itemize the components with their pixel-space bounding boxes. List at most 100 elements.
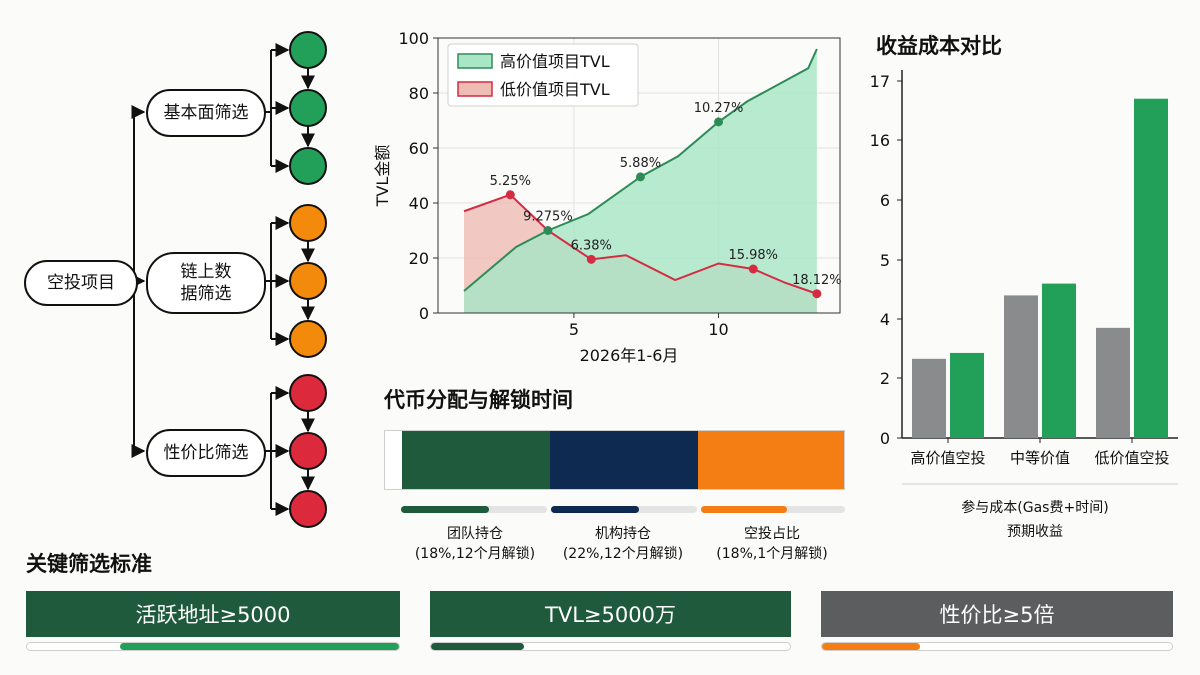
legend-label: 参与成本(Gas费+时间)	[961, 499, 1108, 516]
flow-branch-costeffect: 性价比筛选	[146, 429, 266, 477]
data-point	[586, 254, 596, 264]
y-tick-label: 16	[870, 131, 890, 150]
flow-leaf-node	[289, 262, 327, 300]
y-tick-label: 80	[409, 84, 429, 103]
data-label: 5.88%	[620, 156, 661, 171]
flow-branch-label: 链上数 据筛选	[180, 262, 232, 304]
criteria-progress-fill	[120, 643, 399, 650]
allocation-bar	[384, 430, 845, 490]
flow-leaf-node	[289, 374, 327, 412]
criteria-progress-fill	[431, 643, 525, 650]
legend-box	[447, 43, 639, 107]
allocation-gap	[385, 431, 402, 489]
flow-leaf-node	[289, 490, 327, 528]
unlock-progress-fill	[701, 506, 788, 513]
data-label: 5.25%	[490, 174, 531, 189]
allocation-detail: (22%,12个月解锁)	[562, 546, 684, 562]
x-tick-label: 5	[569, 320, 579, 339]
unlock-progress-fill	[401, 506, 489, 513]
y-tick-label: 2	[880, 369, 890, 388]
flow-leaf-node	[289, 89, 327, 127]
criteria-label: 性价比≥5倍	[939, 603, 1055, 627]
bar	[1134, 98, 1168, 438]
y-tick-label: 20	[409, 249, 429, 268]
allocation-detail: (18%,1个月解锁)	[716, 546, 828, 562]
allocation-detail: (18%,12个月解锁)	[414, 546, 536, 562]
allocation-name: 机构持仓	[595, 526, 651, 542]
criteria-progress-tvl	[430, 642, 791, 651]
y-tick-label: 0	[419, 304, 429, 323]
flow-branch-label: 性价比筛选	[163, 443, 249, 463]
legend-label: 低价值项目TVL	[500, 80, 610, 99]
allocation-label-institution: 机构持仓 (22%,12个月解锁)	[548, 524, 698, 564]
y-tick-label: 6	[880, 191, 890, 210]
y-tick-label: 4	[880, 310, 890, 329]
flow-leaf-node	[289, 320, 327, 358]
bar	[950, 352, 984, 438]
data-point	[812, 289, 822, 299]
criteria-progress-cost-effectiveness	[821, 642, 1173, 651]
unlock-progress-institution	[551, 506, 697, 513]
criteria-title: 关键筛选标准	[26, 552, 152, 576]
bar	[912, 358, 946, 438]
flow-root-label: 空投项目	[47, 273, 115, 293]
flow-root-node: 空投项目	[24, 260, 138, 306]
allocation-name: 空投占比	[744, 526, 800, 542]
legend-label: 高价值项目TVL	[500, 52, 610, 71]
allocation-segment-team	[402, 431, 550, 489]
cost-chart-title: 收益成本对比	[876, 34, 1002, 58]
data-label: 15.98%	[728, 248, 778, 263]
data-point	[505, 190, 515, 200]
x-tick-label: 高价值空投	[910, 449, 985, 467]
allocation-name: 团队持仓	[447, 526, 503, 542]
y-tick-label: 17	[870, 72, 890, 91]
bar	[1096, 327, 1130, 438]
legend-label: 预期收益	[1007, 524, 1063, 540]
data-label: 6.38%	[571, 238, 612, 253]
criteria-progress-fill	[822, 643, 920, 650]
legend-swatch	[457, 53, 493, 69]
flow-branch-onchain: 链上数 据筛选	[146, 252, 266, 314]
allocation-segment-airdrop	[698, 431, 844, 489]
tvl-area-chart: 5.25% 9.275% 6.38% 5.88% 10.27% 15.98% 18.12% 0…	[373, 29, 842, 365]
legend: 高价值项目TVL 低价值项目TVL	[447, 43, 639, 107]
y-axis-label: TVL金额	[373, 145, 392, 208]
screening-flow-tree	[112, 31, 327, 528]
x-tick-label: 10	[708, 320, 728, 339]
criteria-progress-active-address	[26, 642, 400, 651]
data-point	[543, 226, 553, 235]
x-axis-label: 2026年1-6月	[580, 346, 679, 365]
series-line	[463, 193, 818, 295]
criteria-label: 活跃地址≥5000	[135, 603, 291, 627]
data-label: 10.27%	[694, 101, 744, 116]
y-tick-label: 40	[409, 194, 429, 213]
flow-leaf-node	[289, 432, 327, 470]
allocation-label-team: 团队持仓 (18%,12个月解锁)	[400, 524, 550, 564]
bar	[1042, 283, 1076, 438]
x-tick-label: 低价值空投	[1094, 449, 1169, 467]
flow-branch-label: 基本面筛选	[163, 103, 249, 123]
criteria-active-address: 活跃地址≥5000	[26, 591, 400, 637]
flow-leaf-node	[289, 31, 327, 69]
y-tick-label: 5	[880, 251, 890, 270]
data-label: 18.12%	[792, 273, 842, 288]
y-tick-label: 100	[398, 29, 429, 48]
y-tick-label: 0	[880, 429, 890, 448]
flow-branch-fundamental: 基本面筛选	[146, 89, 266, 137]
bar	[1004, 295, 1038, 438]
unlock-progress-airdrop	[701, 506, 845, 513]
criteria-label: TVL≥5000万	[545, 603, 676, 627]
plot-frame	[437, 37, 841, 314]
x-tick-label: 中等价值	[1010, 449, 1070, 467]
allocation-segment-institution	[550, 431, 698, 489]
data-point	[635, 172, 645, 182]
unlock-progress-team	[401, 506, 547, 513]
y-tick-label: 60	[409, 139, 429, 158]
flow-leaf-node	[289, 147, 327, 185]
criteria-tvl: TVL≥5000万	[430, 591, 791, 637]
unlock-progress-fill	[551, 506, 639, 513]
allocation-title: 代币分配与解锁时间	[384, 388, 573, 412]
flow-leaf-node	[289, 204, 327, 242]
data-point	[748, 264, 758, 274]
